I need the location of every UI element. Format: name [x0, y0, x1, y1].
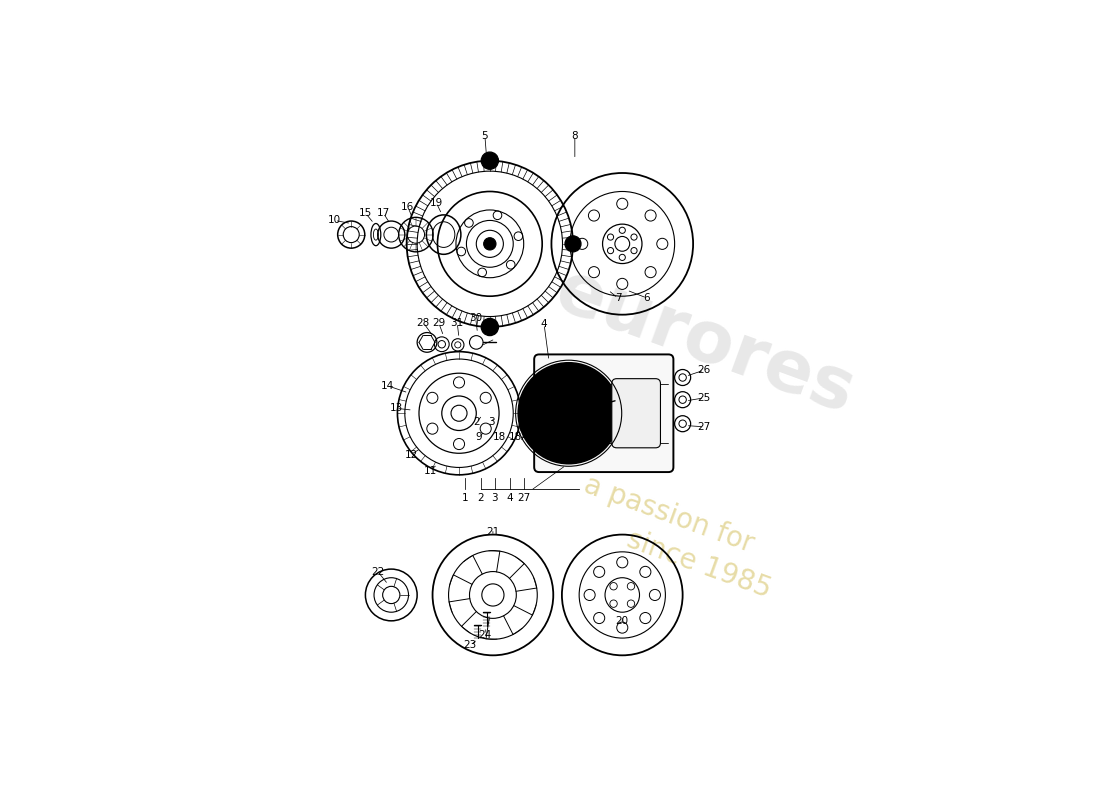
- Text: 6: 6: [644, 293, 650, 303]
- Text: 18A: 18A: [508, 432, 529, 442]
- Text: 9: 9: [475, 432, 482, 442]
- Text: 16: 16: [402, 202, 415, 212]
- Text: 15: 15: [359, 208, 372, 218]
- Text: 24: 24: [478, 630, 492, 640]
- Text: 1: 1: [462, 494, 469, 503]
- Text: eurores: eurores: [547, 256, 865, 429]
- Text: 3: 3: [487, 418, 494, 427]
- Text: 10: 10: [328, 215, 341, 226]
- Text: 23: 23: [463, 641, 476, 650]
- Circle shape: [481, 318, 498, 336]
- Text: 27: 27: [517, 494, 530, 503]
- Text: 7: 7: [615, 293, 622, 303]
- Text: 29: 29: [432, 318, 446, 328]
- Text: 18: 18: [493, 432, 506, 442]
- Circle shape: [565, 236, 581, 252]
- Text: 8: 8: [572, 131, 579, 141]
- Text: 21: 21: [486, 526, 499, 537]
- Text: 22: 22: [371, 566, 384, 577]
- Text: 2: 2: [473, 418, 480, 427]
- Text: 30: 30: [469, 313, 482, 322]
- Text: a passion for: a passion for: [580, 471, 757, 558]
- Text: 20: 20: [616, 616, 629, 626]
- Text: 26: 26: [697, 365, 711, 375]
- Text: 4: 4: [541, 319, 548, 329]
- Text: 3: 3: [492, 494, 498, 503]
- Text: 27: 27: [697, 422, 711, 432]
- Text: 17: 17: [376, 208, 389, 218]
- Text: since 1985: since 1985: [624, 525, 776, 603]
- FancyBboxPatch shape: [535, 354, 673, 472]
- Text: 25: 25: [697, 393, 711, 403]
- Text: 12: 12: [405, 450, 418, 459]
- Circle shape: [518, 362, 619, 464]
- Text: 5: 5: [482, 131, 488, 141]
- Text: 4: 4: [507, 494, 514, 503]
- Text: 31: 31: [451, 318, 464, 328]
- Text: 28: 28: [417, 318, 430, 328]
- Circle shape: [481, 152, 498, 170]
- Text: 2: 2: [477, 494, 484, 503]
- FancyBboxPatch shape: [612, 378, 660, 448]
- Text: 13: 13: [389, 403, 403, 414]
- Circle shape: [484, 238, 496, 250]
- Text: 14: 14: [381, 381, 394, 390]
- Text: 19: 19: [430, 198, 443, 207]
- Text: 11: 11: [424, 466, 437, 475]
